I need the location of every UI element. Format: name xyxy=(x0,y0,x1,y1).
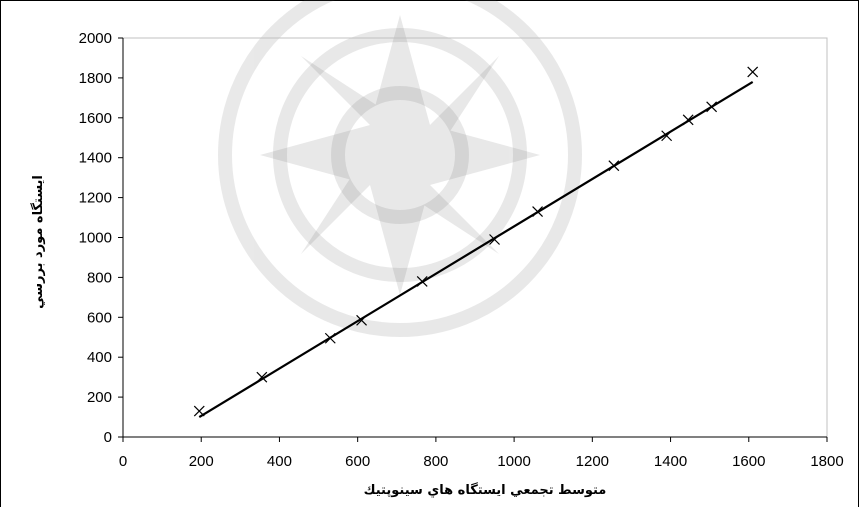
data-point xyxy=(532,206,544,217)
data-point xyxy=(356,314,368,326)
x-axis-title: متوسط تجمعي ايستگاه هاي سينوپتيك xyxy=(364,482,607,498)
x-tick-label: 400 xyxy=(267,453,292,470)
y-tick-label: 600 xyxy=(87,309,112,326)
data-point xyxy=(747,66,759,78)
data-point xyxy=(608,160,620,172)
y-tick-label: 0 xyxy=(104,429,112,446)
x-tick-label: 1000 xyxy=(497,453,530,470)
data-point xyxy=(324,332,336,344)
data-point xyxy=(489,234,500,245)
x-tick-label: 1200 xyxy=(576,453,609,470)
x-tick-label: 0 xyxy=(119,453,127,470)
y-tick-label: 800 xyxy=(87,269,112,286)
x-tick-label: 600 xyxy=(345,453,370,470)
x-tick-label: 200 xyxy=(189,453,214,470)
data-point xyxy=(661,130,673,142)
y-tick-label: 2000 xyxy=(79,30,112,47)
data-point xyxy=(256,371,268,383)
data-point xyxy=(416,275,428,287)
x-tick-label: 1600 xyxy=(732,453,765,470)
y-tick-label: 1200 xyxy=(79,190,112,207)
y-axis-title: ايستگاه مورد بررسي xyxy=(30,175,46,309)
data-point xyxy=(706,101,718,113)
x-tick-label: 1800 xyxy=(810,453,843,470)
data-point xyxy=(193,405,205,417)
y-tick-label: 1800 xyxy=(79,70,112,87)
y-tick-label: 200 xyxy=(87,389,112,406)
x-tick-label: 1400 xyxy=(654,453,687,470)
y-tick-label: 1400 xyxy=(79,150,112,167)
y-tick-label: 1000 xyxy=(79,230,112,247)
y-tick-label: 1600 xyxy=(79,110,112,127)
data-point xyxy=(682,114,694,126)
trendline xyxy=(198,80,754,418)
plot-area xyxy=(122,37,828,438)
y-tick-label: 400 xyxy=(87,349,112,366)
x-tick-label: 800 xyxy=(423,453,448,470)
